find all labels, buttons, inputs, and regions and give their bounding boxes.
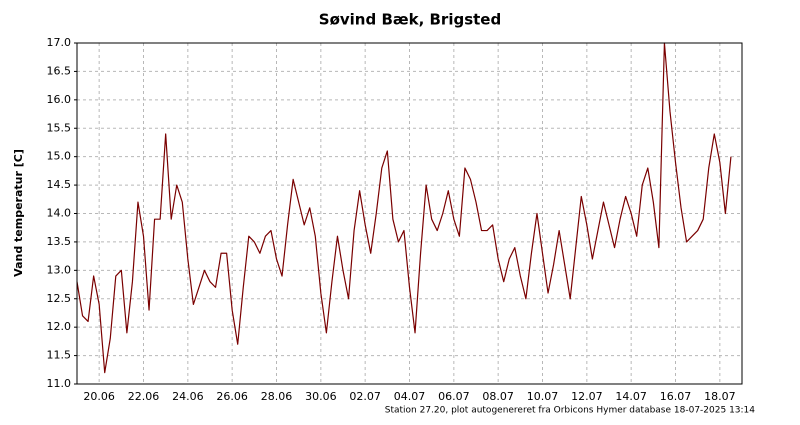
x-tick-label: 24.06 [172,390,204,403]
y-axis-label: Vand temperatur [C] [12,149,25,277]
x-tick-label: 08.07 [482,390,514,403]
y-tick-label: 15.0 [47,150,72,163]
y-tick-label: 15.5 [47,121,72,134]
y-tick-label: 14.0 [47,207,72,220]
x-tick-label: 06.07 [438,390,470,403]
data-line [76,42,732,374]
y-tick-label: 13.0 [47,263,72,276]
x-tick-label: 10.07 [527,390,559,403]
x-tick-label: 12.07 [571,390,603,403]
chart-title: Søvind Bæk, Brigsted [319,11,501,29]
y-tick-label: 13.5 [47,235,72,248]
x-tick-label: 02.07 [349,390,381,403]
y-tick-label: 12.5 [47,292,72,305]
y-tick-label: 16.0 [47,93,72,106]
x-tick-label: 18.07 [704,390,736,403]
x-tick-label: 20.06 [83,390,115,403]
x-tick-label: 04.07 [394,390,426,403]
y-tick-label: 14.5 [47,178,72,191]
x-tick-label: 30.06 [305,390,337,403]
x-tick-label: 16.07 [660,390,692,403]
y-tick-label: 11.0 [47,377,72,390]
y-tick-label: 17.0 [47,36,72,49]
y-tick-label: 12.0 [47,320,72,333]
x-tick-label: 26.06 [216,390,248,403]
x-tick-label: 22.06 [128,390,160,403]
y-tick-label: 11.5 [47,349,72,362]
plot-border [76,42,743,385]
x-tick-label: 28.06 [261,390,293,403]
footer: Station 27.20, plot autogenereret fra Or… [385,406,756,416]
x-tick-label: 14.07 [615,390,647,403]
y-tick-label: 16.5 [47,64,72,77]
